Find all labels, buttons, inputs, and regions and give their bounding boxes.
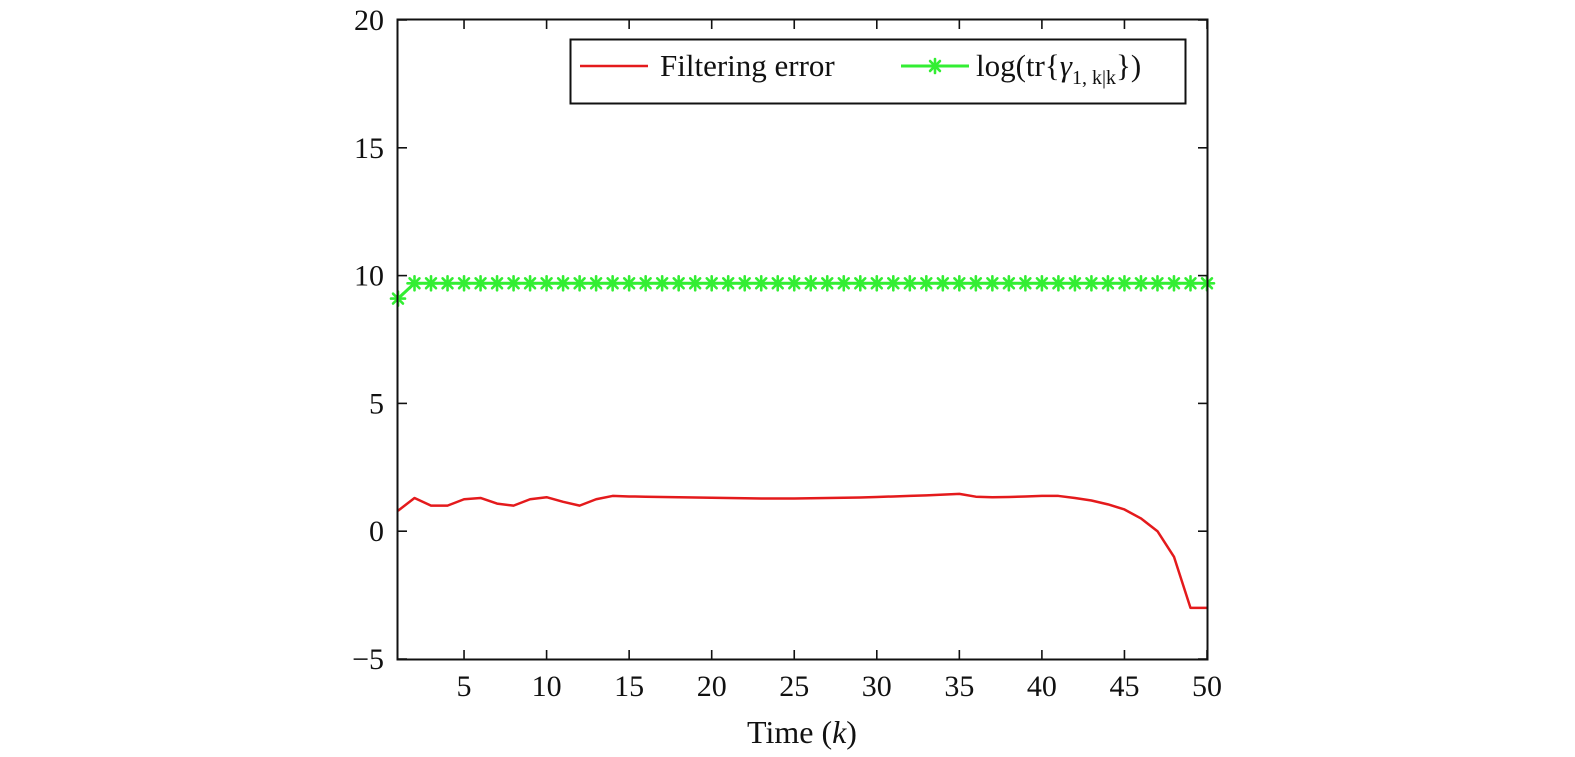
tick-layer bbox=[398, 19, 1208, 660]
y-tick-label: 15 bbox=[354, 132, 384, 165]
y-tick-labels: −5 0 5 10 15 20 bbox=[352, 4, 384, 676]
x-tick-label: 25 bbox=[779, 670, 809, 703]
y-tick-label: 20 bbox=[354, 4, 384, 37]
data-point-marker bbox=[868, 274, 886, 292]
data-point-marker bbox=[918, 274, 935, 292]
data-point-marker bbox=[984, 274, 1001, 292]
data-point-marker bbox=[818, 274, 836, 292]
data-point-marker bbox=[521, 274, 539, 292]
data-point-marker bbox=[785, 274, 803, 292]
data-point-marker bbox=[620, 274, 638, 292]
legend-label-log-trace: log(tr{γ1, k|k}) bbox=[976, 48, 1141, 89]
x-tick-label: 45 bbox=[1109, 670, 1139, 703]
x-tick-label: 35 bbox=[944, 670, 974, 703]
data-point-marker bbox=[934, 274, 952, 292]
data-point-marker bbox=[571, 274, 588, 292]
y-tick-label: 5 bbox=[369, 387, 384, 420]
data-point-marker bbox=[967, 274, 985, 292]
legend-entry-filtering-error: Filtering error bbox=[580, 48, 835, 83]
x-tick-label: 15 bbox=[614, 670, 644, 703]
data-point-marker bbox=[472, 274, 489, 292]
legend-label-log-trace-prefix: log(tr{ bbox=[976, 48, 1060, 83]
y-tick-label: 10 bbox=[354, 260, 384, 293]
data-point-marker bbox=[835, 274, 853, 292]
data-point-marker bbox=[752, 274, 770, 292]
data-point-marker bbox=[670, 274, 687, 292]
legend-box bbox=[569, 38, 1187, 105]
data-point-marker bbox=[1165, 274, 1183, 292]
data-point-marker bbox=[653, 274, 671, 292]
data-point-marker bbox=[736, 274, 754, 292]
data-point-marker bbox=[587, 274, 605, 292]
data-point-marker bbox=[1116, 274, 1133, 292]
series-0 bbox=[397, 492, 1207, 610]
x-tick-label: 20 bbox=[697, 670, 727, 703]
x-tick-label: 5 bbox=[457, 670, 472, 703]
data-point-marker bbox=[719, 274, 737, 292]
data-point-marker bbox=[538, 274, 555, 292]
data-point-marker bbox=[885, 274, 902, 292]
data-point-marker bbox=[1017, 274, 1034, 292]
x-tick-label: 50 bbox=[1192, 670, 1222, 703]
data-point-marker bbox=[1132, 274, 1150, 292]
x-tick-labels: 5 10 15 20 25 30 35 40 45 50 bbox=[457, 670, 1222, 703]
x-axis-title-prefix: Time ( bbox=[747, 714, 832, 750]
x-axis-title: Time (k) bbox=[747, 714, 857, 750]
data-point-marker bbox=[488, 274, 506, 292]
series-line-0 bbox=[397, 492, 1207, 610]
data-point-marker bbox=[951, 274, 968, 292]
legend: Filtering error log(tr{γ1, k|k}) bbox=[569, 38, 1187, 105]
y-tick-label: 0 bbox=[369, 515, 384, 548]
data-point-marker bbox=[604, 274, 621, 292]
legend-label-log-trace-symbol: γ bbox=[1060, 48, 1073, 83]
data-point-marker bbox=[703, 274, 720, 292]
series-layer bbox=[389, 274, 1216, 610]
legend-entry-log-trace: log(tr{γ1, k|k}) bbox=[901, 48, 1141, 89]
data-point-marker bbox=[1083, 274, 1100, 292]
series-1 bbox=[389, 274, 1216, 307]
data-point-marker bbox=[406, 274, 423, 292]
data-point-marker bbox=[422, 274, 440, 292]
data-point-marker bbox=[1066, 274, 1084, 292]
data-point-marker bbox=[686, 274, 704, 292]
data-point-marker bbox=[1033, 274, 1051, 292]
x-tick-label: 10 bbox=[532, 670, 562, 703]
data-point-marker bbox=[802, 274, 820, 292]
legend-asterisk-glyph bbox=[926, 57, 944, 75]
data-point-marker bbox=[637, 274, 654, 292]
data-point-marker bbox=[554, 274, 572, 292]
legend-label-log-trace-suffix: }) bbox=[1116, 48, 1141, 83]
x-tick-label: 40 bbox=[1027, 670, 1057, 703]
plot-area-frame bbox=[396, 18, 1209, 661]
data-point-marker bbox=[455, 274, 473, 292]
data-point-marker bbox=[1099, 274, 1117, 292]
legend-label-log-trace-subscript: 1, k|k bbox=[1072, 67, 1116, 89]
data-point-marker bbox=[1000, 274, 1018, 292]
x-axis-title-variable: k bbox=[832, 714, 847, 750]
data-point-marker bbox=[1050, 274, 1067, 292]
legend-label-filtering-error: Filtering error bbox=[660, 48, 835, 83]
data-point-marker bbox=[901, 274, 919, 292]
data-point-marker bbox=[1149, 274, 1166, 292]
data-point-marker bbox=[769, 274, 787, 292]
data-point-marker bbox=[1182, 274, 1199, 292]
data-point-marker bbox=[505, 274, 522, 292]
data-point-marker bbox=[851, 274, 869, 292]
data-point-marker bbox=[439, 274, 456, 292]
y-tick-label: −5 bbox=[352, 643, 384, 676]
x-axis-title-suffix: ) bbox=[846, 714, 857, 750]
x-tick-label: 30 bbox=[862, 670, 892, 703]
legend-marker-asterisk bbox=[926, 57, 944, 75]
